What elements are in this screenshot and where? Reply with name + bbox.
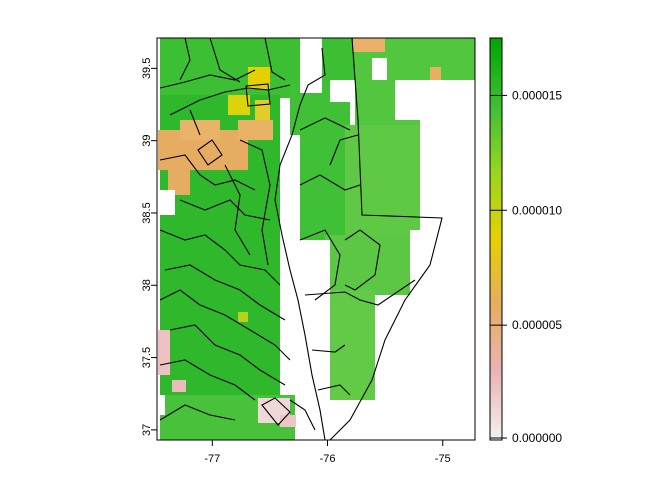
y-axis: 37 37.5 38 38.5 39 39.5 bbox=[141, 58, 157, 436]
y-tick-label: 39 bbox=[141, 135, 153, 147]
y-tick-label: 37.5 bbox=[141, 347, 153, 368]
legend-tick-label: 0.000015 bbox=[512, 88, 562, 102]
raster-pink-2 bbox=[172, 380, 186, 392]
raster-yellow-2 bbox=[228, 95, 250, 115]
water-bay-upper bbox=[280, 135, 300, 245]
x-tick-label: -76 bbox=[320, 453, 336, 465]
water-west-edge bbox=[157, 190, 175, 215]
raster-yellow-1 bbox=[248, 67, 270, 89]
x-axis: -77 -76 -75 bbox=[204, 440, 451, 465]
legend-tick-label: 0.000010 bbox=[512, 203, 562, 217]
raster-orange-block-2 bbox=[180, 120, 220, 140]
legend-colorbar bbox=[489, 37, 503, 441]
legend-axis: 0.000000 0.000005 0.000010 0.000015 bbox=[490, 88, 562, 445]
map-frame bbox=[156, 37, 476, 441]
raster-yellow-3 bbox=[255, 100, 270, 120]
raster-orange-block-4 bbox=[238, 120, 273, 140]
raster-orange-block-3 bbox=[168, 170, 190, 195]
water-top-gap-2 bbox=[372, 58, 387, 80]
x-tick-label: -75 bbox=[435, 453, 451, 465]
raster-orange-top bbox=[353, 38, 385, 52]
raster-green-peninsula-south bbox=[325, 235, 410, 295]
y-tick-label: 37 bbox=[141, 424, 153, 436]
water-top-gap-1 bbox=[300, 38, 322, 93]
x-tick-label: -77 bbox=[204, 453, 220, 465]
water-sw-corner bbox=[157, 395, 165, 415]
raster-green-peninsula bbox=[345, 125, 420, 240]
legend-tick-label: 0.000000 bbox=[512, 431, 562, 445]
y-tick-label: 38.5 bbox=[141, 202, 153, 223]
raster-pink-1 bbox=[158, 330, 170, 375]
water-bay-middle bbox=[290, 240, 330, 330]
water-ocean-1 bbox=[395, 80, 475, 120]
y-tick-label: 38 bbox=[141, 279, 153, 291]
legend-tick-label: 0.000005 bbox=[512, 318, 562, 332]
raster-orange-right bbox=[430, 67, 441, 80]
water-ocean-5 bbox=[350, 400, 475, 440]
raster-yellowgreen bbox=[238, 312, 248, 322]
county-boundaries bbox=[159, 37, 443, 441]
water-delaware bbox=[330, 80, 355, 102]
water-bay-lower bbox=[295, 325, 330, 405]
raster-green-tip bbox=[330, 290, 375, 400]
y-tick-label: 39.5 bbox=[141, 58, 153, 79]
